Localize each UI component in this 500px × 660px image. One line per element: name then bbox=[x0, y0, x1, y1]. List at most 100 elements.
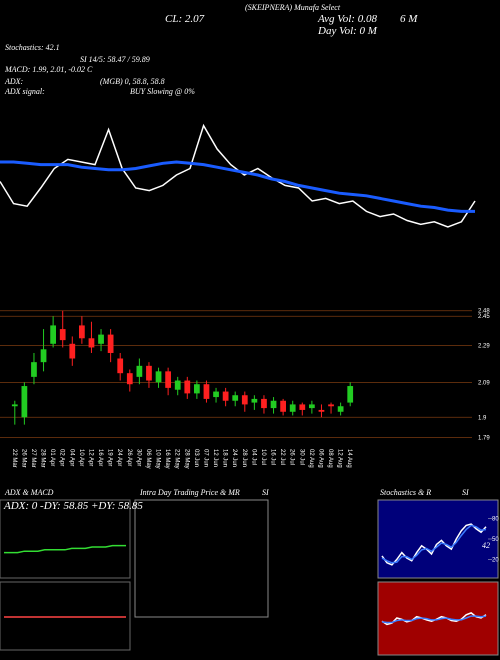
x-tick-label: 01 Apr bbox=[49, 449, 55, 466]
y-tick-label: 1.9 bbox=[478, 415, 487, 421]
y-tick-label: 80 bbox=[492, 517, 499, 523]
candle-body bbox=[194, 384, 200, 394]
candle-body bbox=[11, 404, 18, 407]
x-tick-label: 22 May bbox=[174, 449, 180, 469]
x-tick-label: 07 Jun bbox=[202, 449, 208, 467]
x-tick-label: 10 May bbox=[155, 449, 161, 469]
candle-body bbox=[50, 325, 56, 344]
x-tick-label: 30 Jul bbox=[298, 449, 304, 465]
annotation: Day Vol: 0 M bbox=[317, 25, 378, 37]
candle-body bbox=[31, 362, 37, 377]
annotation: CL: 2.07 bbox=[165, 13, 205, 25]
candle-body bbox=[165, 371, 171, 388]
y-tick-label: 50 bbox=[492, 537, 499, 543]
y-tick-label: 20 bbox=[492, 557, 499, 563]
panel-title: Intra Day Trading Price & MR bbox=[139, 488, 240, 497]
candle-body bbox=[69, 343, 76, 359]
x-tick-label: 03 Jun bbox=[193, 449, 199, 467]
candle-body bbox=[136, 365, 143, 377]
annotation: 42 bbox=[482, 541, 490, 550]
y-tick-label: 2.48 bbox=[478, 309, 490, 315]
x-tick-label: 30 Apr bbox=[135, 449, 141, 466]
candle-body bbox=[107, 334, 114, 353]
series-line bbox=[381, 615, 487, 624]
y-tick-label: 2.29 bbox=[478, 344, 490, 350]
x-tick-label: 08 Aug bbox=[327, 449, 333, 468]
x-tick-label: 10 Jul bbox=[260, 449, 266, 465]
candle-body bbox=[79, 325, 85, 339]
candle-body bbox=[21, 386, 28, 418]
candle-body bbox=[146, 365, 152, 381]
candle-body bbox=[280, 400, 286, 412]
candle-body bbox=[222, 391, 229, 401]
candle-body bbox=[203, 384, 210, 399]
x-tick-label: 12 Apr bbox=[87, 449, 93, 466]
candle-body bbox=[289, 404, 296, 412]
x-tick-label: 28 Jun bbox=[241, 449, 247, 467]
candle-body bbox=[251, 398, 258, 403]
series-line bbox=[381, 524, 487, 564]
annotation: ADX: 0 -DY: 58.85 +DY: 58.85 bbox=[3, 500, 143, 512]
candle-body bbox=[270, 400, 277, 409]
x-tick-label: 18 Jun bbox=[222, 449, 228, 467]
annotation: MACD: 1.99, 2.01, -0.02 C bbox=[4, 65, 93, 74]
x-tick-label: 26 Apr bbox=[126, 449, 132, 466]
candle-body bbox=[309, 404, 315, 409]
panel-label: SI bbox=[462, 488, 469, 497]
candle-body bbox=[318, 409, 325, 412]
x-tick-label: 26 Mar bbox=[20, 449, 26, 468]
candle-body bbox=[117, 358, 124, 374]
x-tick-label: 06 Aug bbox=[317, 449, 323, 468]
annotation: 6 M bbox=[400, 13, 418, 25]
x-tick-label: 22 Mar bbox=[11, 449, 17, 468]
x-tick-label: 04 Apr bbox=[68, 449, 74, 466]
candle-body bbox=[328, 404, 334, 407]
x-tick-label: 19 Apr bbox=[107, 449, 113, 466]
y-tick-label: 1.79 bbox=[478, 435, 490, 441]
x-tick-label: 26 Jul bbox=[289, 449, 295, 465]
candle-body bbox=[261, 398, 267, 409]
annotation: BUY Slowing @ 0% bbox=[130, 87, 195, 96]
x-tick-label: 16 May bbox=[164, 449, 170, 469]
intraday-panel bbox=[134, 499, 269, 618]
candle-body bbox=[88, 338, 95, 348]
stochastic-panel bbox=[377, 499, 499, 579]
annotation: (MGB) 0, 58.8, 58.8 bbox=[100, 77, 165, 86]
candle-body bbox=[299, 404, 306, 410]
x-tick-label: 28 May bbox=[183, 449, 189, 469]
x-tick-label: 22 Jul bbox=[279, 449, 285, 465]
candle-body bbox=[241, 395, 248, 405]
candle-body bbox=[155, 371, 162, 383]
annotation: Avg Vol: 0.08 bbox=[317, 13, 377, 25]
candle-body bbox=[40, 349, 47, 363]
candle-body bbox=[347, 386, 354, 403]
candle-body bbox=[59, 329, 66, 341]
adx-panel bbox=[0, 499, 131, 579]
x-tick-label: 10 Apr bbox=[78, 449, 84, 466]
panel-title: Stochastics & R bbox=[380, 488, 431, 497]
annotation: Stochastics: 42.1 bbox=[5, 43, 60, 52]
x-tick-label: 24 Jun bbox=[231, 449, 237, 467]
series-line bbox=[4, 544, 126, 554]
annotation: ADX: bbox=[4, 77, 24, 86]
x-tick-label: 28 Mar bbox=[40, 449, 46, 468]
series-line bbox=[0, 160, 475, 213]
panel-title: ADX & MACD bbox=[4, 488, 54, 497]
x-tick-label: 12 Aug bbox=[337, 449, 343, 468]
x-tick-label: 27 Mar bbox=[30, 449, 36, 468]
annotation: ADX signal: bbox=[4, 87, 45, 96]
candle-body bbox=[232, 395, 239, 401]
annotation: (SKEIPNERA) Munafa Select bbox=[245, 3, 341, 12]
annotation: SI 14/5: 58.47 / 59.89 bbox=[80, 55, 150, 64]
x-tick-label: 14 Aug bbox=[346, 449, 352, 468]
y-tick-label: 2.09 bbox=[478, 380, 490, 386]
x-tick-label: 24 Apr bbox=[116, 449, 122, 466]
x-tick-label: 16 Jul bbox=[270, 449, 276, 465]
candle-body bbox=[174, 380, 181, 390]
panel-label: SI bbox=[262, 488, 269, 497]
candle-body bbox=[184, 380, 191, 394]
x-tick-label: 12 Jun bbox=[212, 449, 218, 467]
x-tick-label: 16 Apr bbox=[97, 449, 103, 466]
